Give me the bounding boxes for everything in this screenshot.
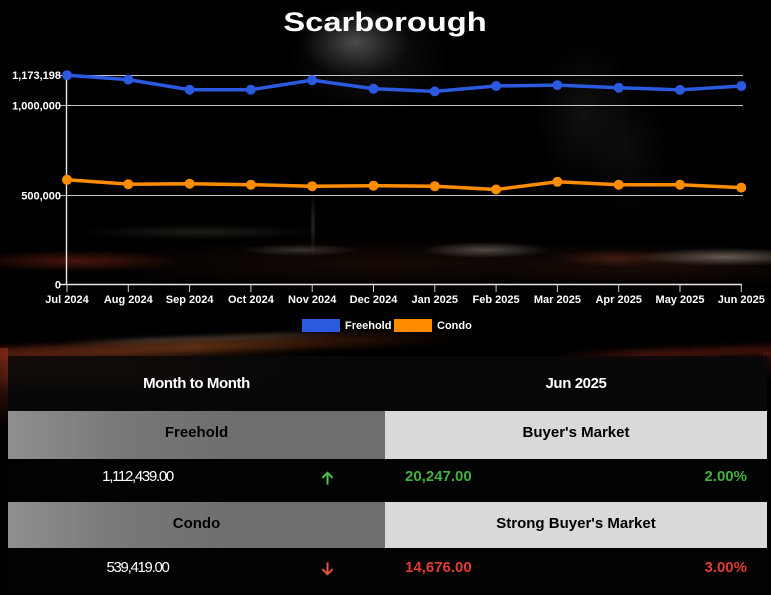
svg-text:Nov 2024: Nov 2024 [288, 294, 337, 306]
svg-text:May 2025: May 2025 [656, 294, 705, 306]
svg-text:1,000,000: 1,000,000 [12, 101, 61, 113]
svg-text:Oct 2024: Oct 2024 [228, 294, 275, 306]
svg-text:Mar 2025: Mar 2025 [534, 294, 581, 306]
svg-text:0: 0 [55, 280, 61, 292]
svg-text:500,000: 500,000 [21, 191, 61, 203]
svg-text:1,173,198: 1,173,198 [12, 70, 61, 82]
svg-text:Jun 2025: Jun 2025 [718, 294, 765, 306]
svg-text:Jul 2024: Jul 2024 [45, 294, 89, 306]
svg-text:Dec 2024: Dec 2024 [350, 294, 399, 306]
svg-text:Aug 2024: Aug 2024 [104, 294, 154, 306]
svg-text:Feb 2025: Feb 2025 [473, 294, 520, 306]
svg-text:Sep 2024: Sep 2024 [166, 294, 215, 306]
svg-text:Jan 2025: Jan 2025 [412, 294, 458, 306]
svg-text:Apr 2025: Apr 2025 [595, 294, 641, 306]
